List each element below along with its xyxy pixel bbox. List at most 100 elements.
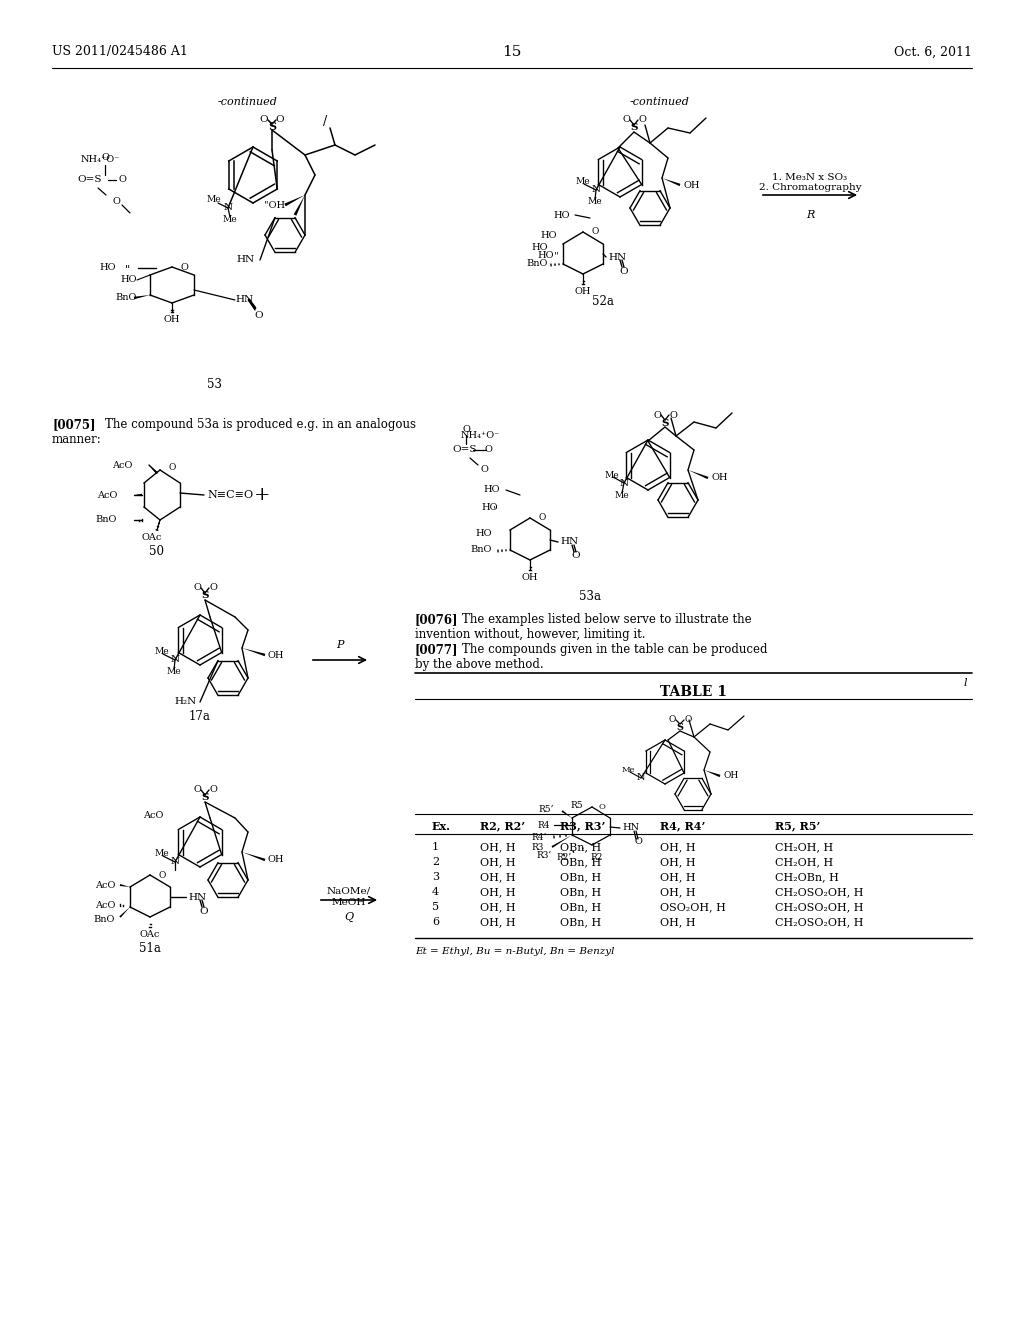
Text: Me: Me (155, 850, 169, 858)
Text: OH, H: OH, H (660, 917, 695, 927)
Text: R5’: R5’ (539, 804, 554, 813)
Text: HN: HN (188, 892, 206, 902)
Text: N: N (620, 479, 629, 487)
Text: O: O (209, 785, 217, 795)
Text: HO: HO (483, 486, 500, 495)
Text: BnO: BnO (93, 916, 115, 924)
Text: O: O (653, 411, 660, 420)
Polygon shape (561, 810, 572, 818)
Text: by the above method.: by the above method. (415, 657, 544, 671)
Text: O=S: O=S (78, 176, 102, 185)
Text: HO: HO (538, 251, 554, 260)
Text: HN: HN (560, 537, 579, 546)
Polygon shape (705, 770, 721, 777)
Polygon shape (134, 294, 150, 300)
Text: Me: Me (155, 648, 169, 656)
Polygon shape (662, 178, 681, 186)
Text: R4: R4 (538, 821, 550, 829)
Text: NH₄⁺O⁻: NH₄⁺O⁻ (80, 156, 120, 165)
Text: Me: Me (222, 215, 238, 224)
Text: CH₂OH, H: CH₂OH, H (775, 842, 834, 851)
Text: 2: 2 (432, 857, 439, 867)
Text: O: O (159, 870, 166, 879)
Text: The examples listed below serve to illustrate the: The examples listed below serve to illus… (462, 612, 752, 626)
Text: BnO: BnO (116, 293, 137, 301)
Text: OH, H: OH, H (660, 873, 695, 882)
Text: R3, R3’: R3, R3’ (560, 821, 605, 832)
Text: OH, H: OH, H (480, 917, 516, 927)
Text: OAc: OAc (140, 931, 160, 939)
Text: OH, H: OH, H (660, 887, 695, 898)
Text: OBn, H: OBn, H (560, 857, 601, 867)
Text: OBn, H: OBn, H (560, 887, 601, 898)
Text: S: S (202, 793, 209, 803)
Text: OBn, H: OBn, H (560, 902, 601, 912)
Text: OH: OH (723, 771, 738, 780)
Text: -continued: -continued (218, 96, 278, 107)
Text: S: S (630, 124, 638, 132)
Text: O: O (180, 263, 188, 272)
Text: N: N (592, 186, 600, 194)
Text: O: O (480, 466, 488, 474)
Text: HO: HO (531, 243, 548, 252)
Text: l: l (964, 678, 967, 688)
Text: OH: OH (268, 651, 285, 660)
Text: OBn, H: OBn, H (560, 842, 601, 851)
Text: Me: Me (207, 195, 221, 205)
Text: OH, H: OH, H (480, 887, 516, 898)
Text: Me: Me (167, 668, 181, 676)
Text: Me: Me (622, 766, 635, 774)
Text: O: O (260, 116, 268, 124)
Text: AcO: AcO (96, 491, 117, 499)
Text: BnO: BnO (471, 545, 492, 554)
Polygon shape (242, 851, 265, 861)
Text: 15: 15 (503, 45, 521, 59)
Text: R2, R2’: R2, R2’ (480, 821, 525, 832)
Text: OH, H: OH, H (660, 842, 695, 851)
Text: O: O (209, 583, 217, 593)
Text: O: O (118, 176, 126, 185)
Text: 2. Chromatography: 2. Chromatography (759, 183, 861, 191)
Text: Oct. 6, 2011: Oct. 6, 2011 (894, 45, 972, 58)
Text: R5, R5’: R5, R5’ (775, 821, 820, 832)
Text: 51a: 51a (139, 942, 161, 954)
Text: Me: Me (588, 198, 602, 206)
Text: HO: HO (99, 264, 116, 272)
Polygon shape (242, 648, 265, 656)
Text: OBn, H: OBn, H (560, 917, 601, 927)
Text: 4: 4 (432, 887, 439, 898)
Text: R4’: R4’ (531, 833, 547, 842)
Text: OH, H: OH, H (480, 902, 516, 912)
Text: N: N (637, 774, 645, 783)
Text: O: O (275, 116, 285, 124)
Text: CH₂OSO₂OH, H: CH₂OSO₂OH, H (775, 887, 863, 898)
Text: [0075]: [0075] (52, 418, 95, 432)
Text: R3: R3 (531, 842, 544, 851)
Text: R2: R2 (590, 853, 602, 862)
Text: OH: OH (712, 474, 728, 483)
Text: HO: HO (475, 528, 492, 537)
Polygon shape (134, 494, 142, 496)
Text: HN: HN (608, 252, 626, 261)
Text: The compound 53a is produced e.g. in an analogous: The compound 53a is produced e.g. in an … (105, 418, 416, 432)
Text: AcO: AcO (142, 810, 163, 820)
Text: O: O (591, 227, 599, 236)
Text: CH₂OSO₂OH, H: CH₂OSO₂OH, H (775, 902, 863, 912)
Text: O: O (669, 411, 677, 420)
Text: O: O (194, 583, 201, 593)
Text: 53: 53 (208, 378, 222, 391)
Text: O: O (539, 513, 546, 523)
Text: Me: Me (614, 491, 630, 499)
Text: 53a: 53a (579, 590, 601, 603)
Polygon shape (119, 907, 130, 917)
Text: Me: Me (575, 177, 590, 186)
Text: O=S: O=S (453, 446, 477, 454)
Text: CH₂OBn, H: CH₂OBn, H (775, 873, 839, 882)
Polygon shape (150, 465, 158, 474)
Text: AcO: AcO (112, 461, 132, 470)
Text: ": " (494, 506, 498, 515)
Text: O: O (634, 837, 642, 846)
Text: OH: OH (522, 573, 539, 582)
Text: O: O (255, 310, 263, 319)
Text: O: O (638, 116, 646, 124)
